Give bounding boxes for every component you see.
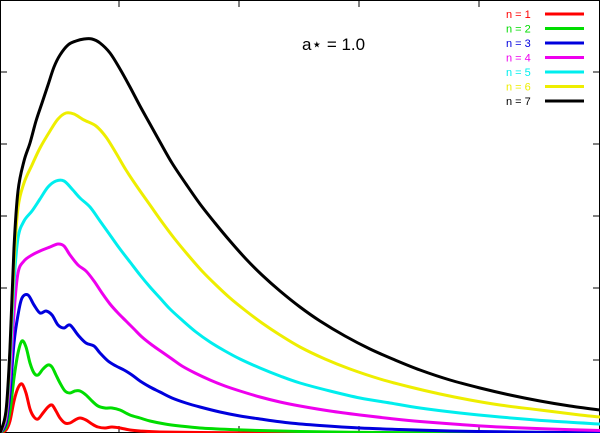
legend-label-n3: n = 3	[506, 38, 531, 50]
legend-label-n2: n = 2	[506, 24, 531, 36]
legend-label-n6: n = 6	[506, 82, 531, 94]
series-line-n5	[0, 178, 600, 433]
legend: n = 1 n = 2 n = 3 n = 4 n = 5 n = 6 n = 7	[506, 9, 584, 108]
series-line-n6	[0, 111, 600, 433]
series-line-n7	[0, 37, 600, 433]
legend-label-n5: n = 5	[506, 67, 531, 79]
series-line-n2	[0, 339, 600, 433]
series-layer	[0, 37, 600, 433]
series-line-n3	[0, 293, 600, 433]
legend-label-n1: n = 1	[506, 9, 531, 21]
series-line-n1	[0, 382, 600, 433]
series-line-n4	[0, 242, 600, 433]
annotation-label: a⋆ = 1.0	[302, 35, 365, 54]
legend-label-n7: n = 7	[506, 96, 531, 108]
legend-label-n4: n = 4	[506, 53, 531, 65]
